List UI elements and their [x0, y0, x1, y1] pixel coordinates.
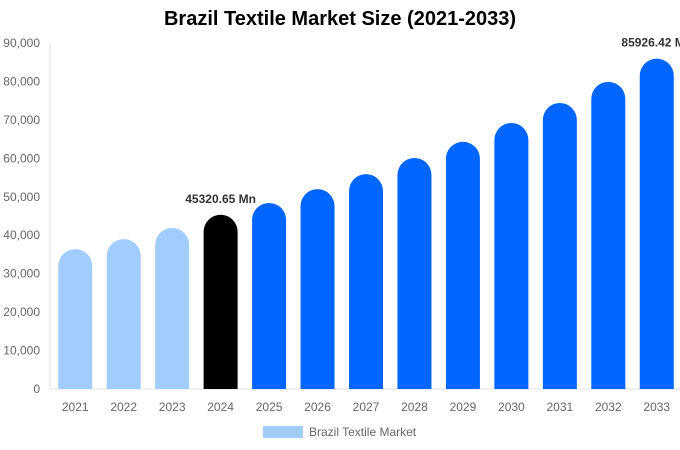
y-tick-label: 20,000 [3, 305, 40, 319]
bar-2031 [542, 102, 577, 390]
x-tick-label: 2032 [595, 400, 622, 414]
x-tick-label: 2030 [498, 400, 525, 414]
y-tick-label: 70,000 [3, 113, 40, 127]
bar-2026 [300, 189, 335, 389]
y-tick-label: 50,000 [3, 190, 40, 204]
bar-2023 [155, 227, 190, 389]
x-tick-label: 2022 [110, 400, 137, 414]
bar-2028 [397, 157, 432, 389]
y-tick-label: 40,000 [3, 228, 40, 242]
y-tick-label: 90,000 [3, 36, 40, 50]
bar-2029 [445, 141, 480, 389]
x-tick-label: 2033 [643, 400, 670, 414]
x-tick-label: 2025 [256, 400, 283, 414]
x-tick-label: 2026 [304, 400, 331, 414]
bar-2033 [639, 58, 674, 390]
data-label: 45320.65 Mn [185, 192, 256, 206]
y-tick-label: 60,000 [3, 151, 40, 165]
x-tick-label: 2024 [207, 400, 234, 414]
y-tick-label: 80,000 [3, 74, 40, 88]
y-tick-label: 30,000 [3, 267, 40, 281]
y-tick-label: 0 [33, 382, 40, 396]
y-tick-label: 10,000 [3, 344, 40, 358]
bar-2022 [106, 239, 141, 389]
legend-label: Brazil Textile Market [309, 425, 417, 439]
legend: Brazil Textile Market [263, 425, 416, 439]
bar-2032 [591, 81, 626, 389]
x-tick-label: 2029 [450, 400, 477, 414]
x-tick-label: 2023 [159, 400, 186, 414]
x-tick-label: 2028 [401, 400, 428, 414]
bar-2021 [58, 249, 93, 389]
legend-swatch [263, 426, 303, 438]
x-tick-label: 2031 [546, 400, 573, 414]
bar-2027 [349, 174, 383, 389]
chart-title: Brazil Textile Market Size (2021-2033) [163, 8, 517, 30]
x-tick-label: 2021 [62, 400, 89, 414]
x-tick-label: 2027 [353, 400, 380, 414]
bar-2024 [203, 214, 238, 389]
data-label: 85926.42 Mn [621, 36, 680, 50]
bar-2030 [494, 122, 529, 390]
bar-2025 [252, 202, 287, 389]
